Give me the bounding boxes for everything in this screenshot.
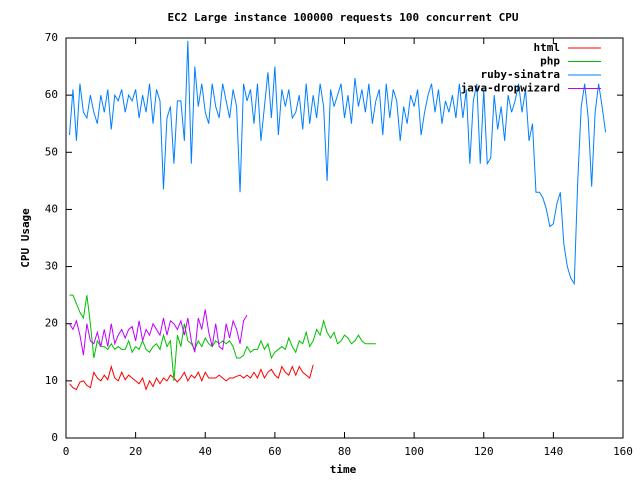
x-tick-label: 160 [613, 445, 633, 458]
plot-frame [65, 37, 624, 439]
legend-label: html [534, 41, 561, 54]
y-axis-label: CPU Usage [19, 208, 32, 268]
y-tick-label: 30 [45, 260, 58, 273]
x-tick-label: 40 [199, 445, 212, 458]
x-tick-label: 120 [474, 445, 494, 458]
y-tick-label: 10 [45, 374, 58, 387]
x-tick-label: 100 [404, 445, 424, 458]
legend-label: php [540, 55, 560, 68]
chart-title: EC2 Large instance 100000 requests 100 c… [168, 11, 519, 24]
data-line [69, 294, 376, 381]
data-line [68, 40, 607, 286]
y-tick-label: 70 [45, 31, 58, 44]
data-line [69, 309, 248, 356]
legend-label: java-dropwizard [461, 82, 560, 95]
x-tick-label: 140 [543, 445, 563, 458]
y-tick-label: 60 [45, 88, 58, 101]
x-tick-label: 60 [268, 445, 281, 458]
x-tick-label: 20 [129, 445, 142, 458]
y-tick-label: 50 [45, 145, 58, 158]
y-tick-label: 0 [51, 431, 58, 444]
data-line [69, 364, 314, 391]
y-tick-label: 20 [45, 317, 58, 330]
x-tick-label: 80 [338, 445, 351, 458]
legend-label: ruby-sinatra [481, 68, 560, 81]
y-tick-label: 40 [45, 202, 58, 215]
x-axis-label: time [330, 463, 357, 476]
x-tick-label: 0 [63, 445, 70, 458]
